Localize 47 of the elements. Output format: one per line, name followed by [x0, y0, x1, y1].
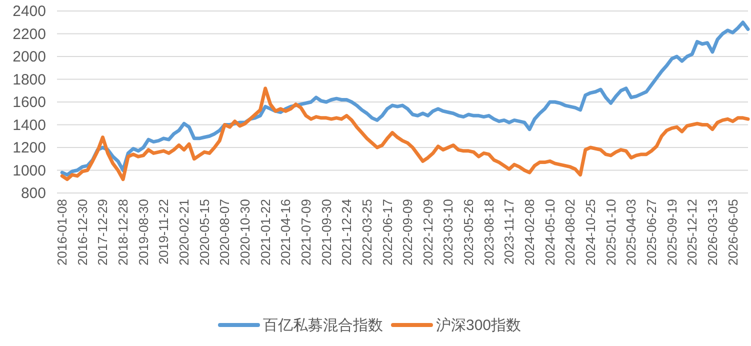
y-tick-label: 800 — [20, 185, 46, 202]
x-tick-label: 2020-08-07 — [217, 199, 232, 266]
y-tick-label: 1000 — [12, 162, 46, 180]
x-tick-label: 2022-09-09 — [400, 199, 416, 266]
legend-label: 百亿私募混合指数 — [262, 317, 383, 334]
x-tick-label: 2016-01-08 — [54, 199, 70, 266]
y-tick-label: 1600 — [12, 94, 46, 111]
x-tick-label: 2023-05-26 — [461, 199, 476, 266]
x-tick-label: 2024-05-10 — [542, 199, 558, 266]
x-tick-label: 2016-12-30 — [74, 199, 90, 266]
x-tick-label: 2021-01-22 — [258, 199, 273, 266]
x-tick-label: 2024-10-25 — [582, 199, 598, 266]
x-tick-label: 2017-12-29 — [95, 199, 110, 266]
x-tick-label: 2025-01-10 — [603, 199, 618, 266]
x-tick-label: 2024-08-02 — [562, 199, 578, 266]
x-tick-label: 2021-04-16 — [278, 199, 294, 266]
y-tick-label: 1400 — [12, 116, 46, 134]
x-tick-label: 2023-11-17 — [502, 199, 517, 265]
x-tick-label: 2024-02-08 — [522, 199, 538, 266]
x-tick-label: 2022-03-25 — [359, 199, 374, 266]
x-tick-label: 2020-10-30 — [237, 199, 252, 266]
y-tick-label: 2200 — [12, 26, 46, 43]
y-tick-label: 2000 — [12, 48, 46, 66]
y-tick-label: 2400 — [12, 3, 46, 20]
y-tick-label: 1800 — [12, 71, 46, 88]
line-series — [60, 20, 750, 177]
x-tick-label: 2025-09-19 — [664, 199, 680, 266]
x-tick-label: 2026-06-05 — [725, 199, 740, 266]
x-tick-label: 2023-03-10 — [440, 199, 456, 266]
x-tick-label: 2025-04-03 — [624, 199, 639, 266]
x-tick-label: 2026-03-13 — [704, 199, 720, 266]
x-tick-label: 2020-02-21 — [176, 199, 192, 266]
x-tick-label: 2023-08-18 — [481, 199, 496, 266]
x-tick-label: 2021-09-30 — [318, 199, 334, 266]
legend-label: 沪深300指数 — [436, 317, 522, 334]
x-tick-label: 2025-06-27 — [644, 199, 659, 266]
x-tick-label: 2018-12-28 — [116, 199, 131, 266]
x-tick-label: 2020-05-15 — [196, 199, 212, 266]
x-tick-label: 2021-07-09 — [298, 199, 314, 266]
x-tick-label: 2025-12-12 — [684, 199, 700, 266]
x-tick-label: 2019-11-22 — [156, 199, 172, 265]
y-tick-label: 1200 — [12, 140, 46, 156]
x-tick-label: 2022-06-17 — [380, 199, 395, 266]
x-tick-label: 2022-12-09 — [420, 199, 436, 266]
x-tick-label: 2021-12-24 — [339, 199, 354, 266]
x-tick-label: 2019-08-30 — [136, 199, 151, 266]
line-series — [60, 86, 750, 182]
